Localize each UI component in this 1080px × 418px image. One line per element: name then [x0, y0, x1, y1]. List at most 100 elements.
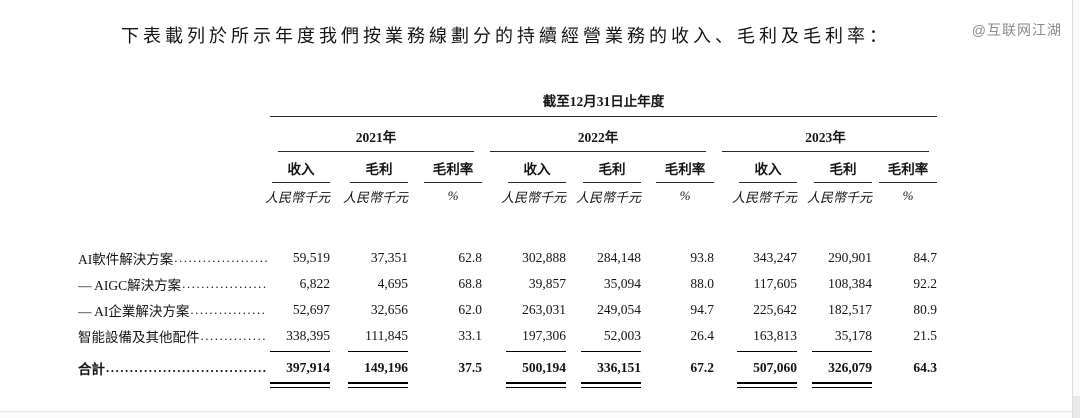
value-cell: 33.1 [458, 328, 482, 343]
spacer-row [78, 209, 937, 245]
total-double-rule [270, 382, 330, 388]
watermark: @互联网江湖 [971, 22, 1062, 38]
value-cell: 343,247 [753, 250, 797, 265]
row-label: 智能設備及其他配件 ..............................… [78, 328, 267, 345]
total-value-cell: 336,151 [597, 360, 641, 375]
total-double-rule [812, 382, 872, 388]
value-cell: 197,306 [522, 328, 566, 343]
year-2022-cell: 2022年 [482, 117, 714, 152]
subtotal-rule [270, 351, 330, 352]
value-cell: 4,695 [377, 276, 408, 291]
col-header-gross-profit: 毛利 [583, 158, 641, 183]
year-header-2022: 2022年 [490, 126, 706, 152]
year-header-row: 2021年 2022年 2023年 [78, 117, 937, 152]
value-cell: 290,901 [828, 250, 872, 265]
unit-percent: % [447, 188, 459, 203]
value-cell: 68.8 [458, 276, 482, 291]
value-cell: 302,888 [522, 250, 566, 265]
value-cell: 62.8 [458, 250, 482, 265]
col-header-revenue: 收入 [739, 158, 797, 183]
dot-leader: ........................................… [182, 276, 267, 291]
value-cell: 284,148 [597, 250, 641, 265]
empty-cell [78, 183, 270, 209]
value-cell: 108,384 [828, 276, 872, 291]
dot-leader: ........................................… [190, 302, 267, 317]
value-cell: 80.9 [913, 302, 937, 317]
value-cell: 338,395 [286, 328, 330, 343]
col-header-revenue: 收入 [272, 158, 330, 183]
total-value-cell: 64.3 [913, 360, 937, 375]
total-value-cell: 507,060 [753, 360, 797, 375]
value-cell: 88.0 [690, 276, 714, 291]
year-header-2021: 2021年 [278, 126, 474, 152]
col-header-gross-profit: 毛利 [814, 158, 872, 183]
unit-money: 人民幣千元 [806, 189, 872, 205]
unit-money: 人民幣千元 [731, 189, 797, 205]
total-double-rule [737, 382, 797, 388]
total-value-cell: 500,194 [522, 360, 566, 375]
value-cell: 52,003 [603, 328, 641, 343]
dot-leader: ........................................… [174, 250, 267, 265]
total-value-cell: 149,196 [364, 360, 408, 375]
value-cell: 52,697 [292, 302, 330, 317]
total-value-cell: 67.2 [690, 360, 714, 375]
value-cell: 92.2 [913, 276, 937, 291]
total-value-cell: 37.5 [458, 360, 482, 375]
value-cell: 225,642 [753, 302, 797, 317]
total-double-rule [348, 382, 408, 388]
subtotal-rule [581, 351, 641, 352]
period-header-row: 截至12月31日止年度 [78, 88, 937, 117]
unit-money: 人民幣千元 [575, 189, 641, 205]
year-2023-cell: 2023年 [714, 117, 937, 152]
value-cell: 111,845 [365, 328, 408, 343]
col-header-gross-margin: 毛利率 [424, 158, 482, 183]
unit-money: 人民幣千元 [264, 189, 330, 205]
value-cell: 163,813 [753, 328, 797, 343]
unit-percent: % [902, 188, 914, 203]
total-row-label: 合計 .....................................… [78, 356, 270, 380]
value-cell: 26.4 [690, 328, 714, 343]
period-header: 截至12月31日止年度 [270, 90, 937, 117]
units-row: 人民幣千元 人民幣千元 % 人民幣千元 人民幣千元 % 人民幣千元 人民幣千元 … [78, 183, 937, 209]
value-cell: 182,517 [828, 302, 872, 317]
table-row: AI軟件解決方案 ...............................… [78, 245, 937, 271]
table-row: — AIGC解決方案 .............................… [78, 271, 937, 297]
page-title: 下表載列於所示年度我們按業務線劃分的持續經營業務的收入、毛利及毛利率： [121, 26, 891, 46]
value-cell: 35,094 [603, 276, 641, 291]
page-bottom-edge [0, 411, 1073, 418]
value-cell: 6,822 [299, 276, 330, 291]
row-label: AI軟件解決方案 ...............................… [78, 245, 270, 271]
year-2021-cell: 2021年 [270, 117, 482, 152]
value-cell: 62.0 [458, 302, 482, 317]
total-rule-row [78, 380, 937, 392]
subtotal-rule [737, 351, 797, 352]
col-header-revenue: 收入 [508, 158, 566, 183]
value-cell: 84.7 [913, 250, 937, 265]
year-header-2023: 2023年 [722, 126, 929, 152]
subtotal-rule [506, 351, 566, 352]
total-double-rule [506, 382, 566, 388]
value-cell: 59,519 [292, 250, 330, 265]
unit-money: 人民幣千元 [500, 189, 566, 205]
row-label: — AI企業解決方案 .............................… [78, 302, 267, 319]
financial-table: 截至12月31日止年度 2021年 2022年 2023年 收入 毛利 毛利率 … [78, 88, 937, 392]
column-header-row: 收入 毛利 毛利率 收入 毛利 毛利率 收入 毛利 毛利率 [78, 152, 937, 183]
value-cell: 249,054 [597, 302, 641, 317]
total-value-cell: 326,079 [828, 360, 872, 375]
row-label: — AIGC解決方案 .............................… [78, 276, 267, 293]
col-header-gross-margin: 毛利率 [656, 158, 714, 183]
empty-cell [78, 88, 270, 117]
dot-leader: ........................................… [106, 360, 267, 375]
subtotal-rule [812, 351, 872, 352]
subtotal-rule [348, 351, 408, 352]
col-header-gross-margin: 毛利率 [879, 158, 937, 183]
value-cell: 39,857 [528, 276, 566, 291]
value-cell: 35,178 [834, 328, 872, 343]
scrollbar-corner [1073, 396, 1080, 418]
total-row: 合計 .....................................… [78, 356, 937, 380]
vertical-scrollbar[interactable] [1072, 0, 1080, 418]
value-cell: 21.5 [913, 328, 937, 343]
total-value-cell: 397,914 [286, 360, 330, 375]
table-row: — AI企業解決方案 .............................… [78, 297, 937, 323]
